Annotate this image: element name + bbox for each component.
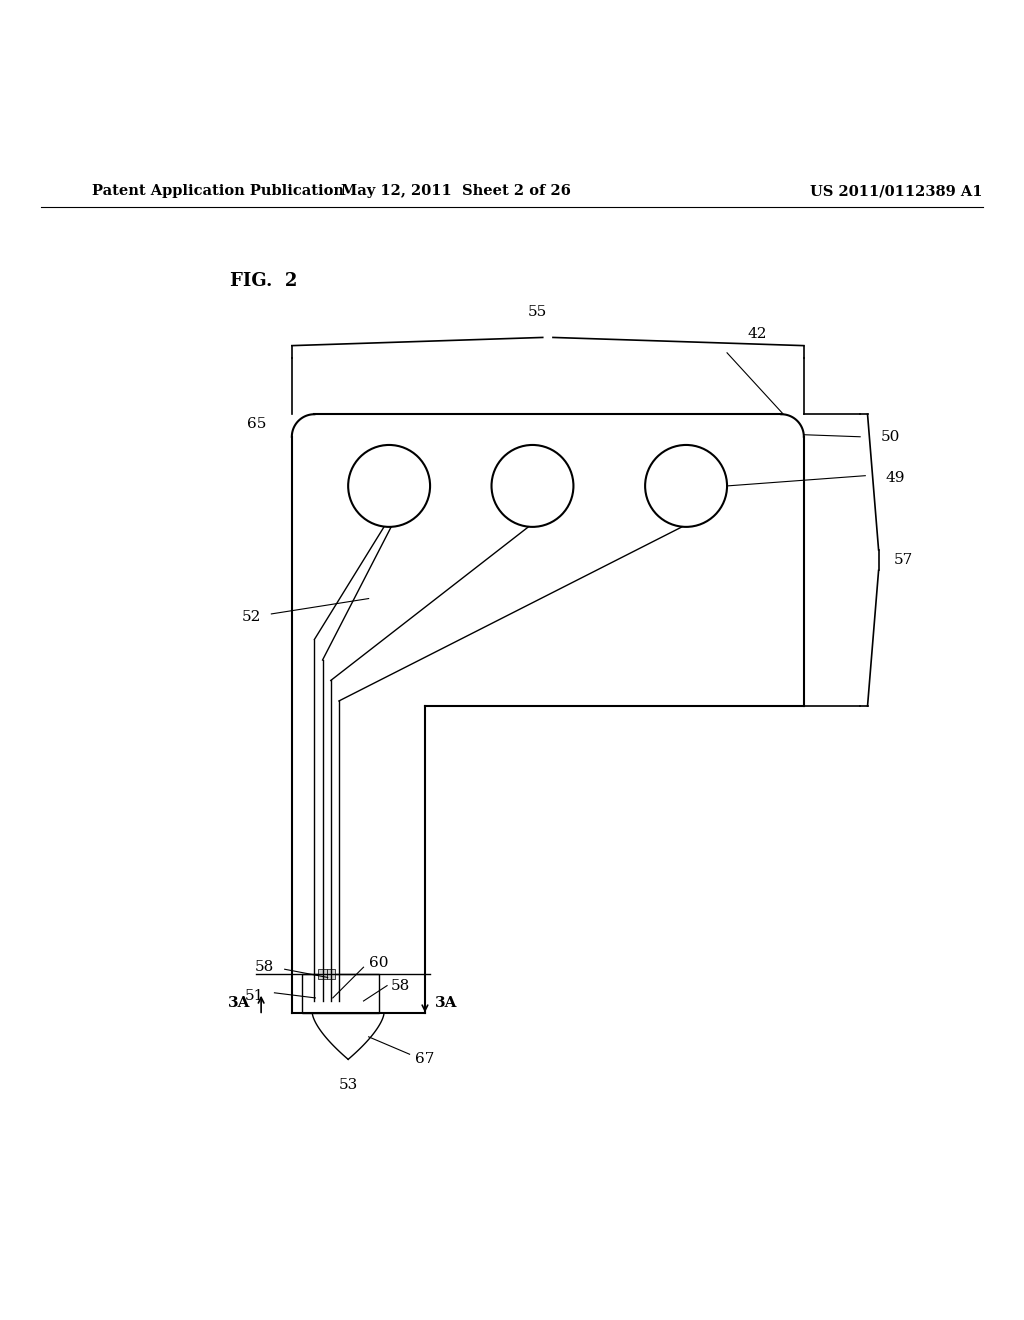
Text: 42: 42 <box>748 327 767 342</box>
Text: 58: 58 <box>391 978 411 993</box>
Text: 3A: 3A <box>228 997 251 1010</box>
Text: 65: 65 <box>247 417 266 432</box>
Text: 57: 57 <box>894 553 913 568</box>
Text: 51: 51 <box>245 989 264 1003</box>
Text: 55: 55 <box>528 305 547 319</box>
Text: 58: 58 <box>255 960 274 974</box>
Text: FIG.  2: FIG. 2 <box>230 272 298 290</box>
Text: 53: 53 <box>339 1078 357 1092</box>
Text: 3A: 3A <box>435 997 458 1010</box>
Text: 60: 60 <box>369 956 388 970</box>
Text: 49: 49 <box>886 471 905 484</box>
Text: 67: 67 <box>415 1052 434 1067</box>
Bar <box>302 974 379 1014</box>
Text: 50: 50 <box>881 430 900 444</box>
Text: US 2011/0112389 A1: US 2011/0112389 A1 <box>810 183 982 198</box>
Bar <box>327 969 335 979</box>
Text: May 12, 2011  Sheet 2 of 26: May 12, 2011 Sheet 2 of 26 <box>341 183 570 198</box>
Bar <box>318 969 327 979</box>
Text: Patent Application Publication: Patent Application Publication <box>92 183 344 198</box>
Text: 52: 52 <box>242 610 261 624</box>
